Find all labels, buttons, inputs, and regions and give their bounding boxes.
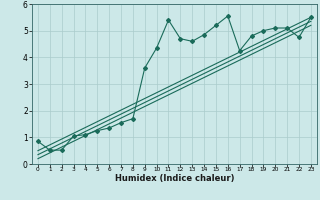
X-axis label: Humidex (Indice chaleur): Humidex (Indice chaleur) (115, 174, 234, 183)
